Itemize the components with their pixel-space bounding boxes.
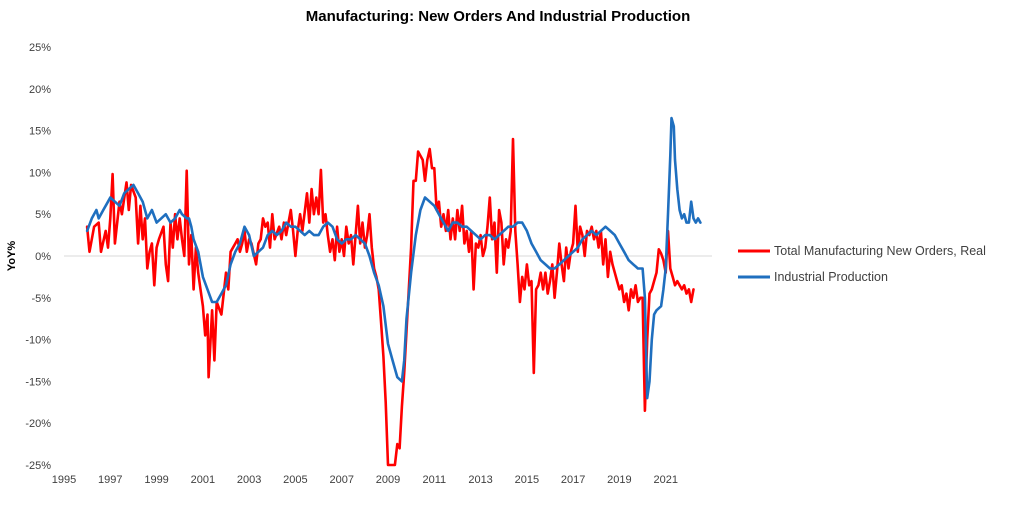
- y-tick-label: 10%: [29, 167, 51, 179]
- y-axis-label: YoY%: [6, 241, 18, 272]
- y-tick-label: 15%: [29, 126, 51, 138]
- series-line-1: [85, 116, 702, 400]
- x-tick-label: 2009: [376, 474, 400, 486]
- x-tick-label: 1997: [98, 474, 122, 486]
- legend-label-0: Total Manufacturing New Orders, Real: [774, 244, 986, 258]
- chart-title: Manufacturing: New Orders And Industrial…: [306, 8, 690, 25]
- legend: Total Manufacturing New Orders, Real Indu…: [738, 244, 986, 284]
- x-tick-label: 2011: [422, 474, 446, 486]
- series-lines: [85, 116, 702, 467]
- y-tick-label: -5%: [31, 293, 51, 305]
- y-tick-label: 0%: [35, 251, 51, 263]
- x-tick-label: 1999: [144, 474, 168, 486]
- x-tick-label: 2001: [191, 474, 215, 486]
- x-tick-label: 2017: [561, 474, 585, 486]
- y-tick-label: 5%: [35, 209, 51, 221]
- series-line-0: [85, 137, 695, 467]
- y-tick-label: -15%: [25, 376, 51, 388]
- x-tick-label: 2015: [515, 474, 539, 486]
- x-tick-label: 2007: [329, 474, 353, 486]
- x-tick-label: 2021: [653, 474, 677, 486]
- x-tick-label: 2003: [237, 474, 261, 486]
- y-tick-label: -10%: [25, 335, 51, 347]
- legend-label-1: Industrial Production: [774, 270, 888, 284]
- x-tick-label: 1995: [52, 474, 76, 486]
- x-tick-label: 2005: [283, 474, 307, 486]
- x-tick-label: 2019: [607, 474, 631, 486]
- y-tick-label: -20%: [25, 418, 51, 430]
- y-tick-label: -25%: [25, 460, 51, 472]
- x-tick-labels: 1995 1997 1999 2001 2003 2005 2007 2009 2011 2013…: [52, 474, 678, 486]
- x-tick-label: 2013: [468, 474, 492, 486]
- y-tick-label: 25%: [29, 42, 51, 54]
- y-tick-labels: 25% 20% 15% 10% 5% 0% -5% -10% -15% -20% -25%: [25, 42, 51, 472]
- y-tick-label: 20%: [29, 84, 51, 96]
